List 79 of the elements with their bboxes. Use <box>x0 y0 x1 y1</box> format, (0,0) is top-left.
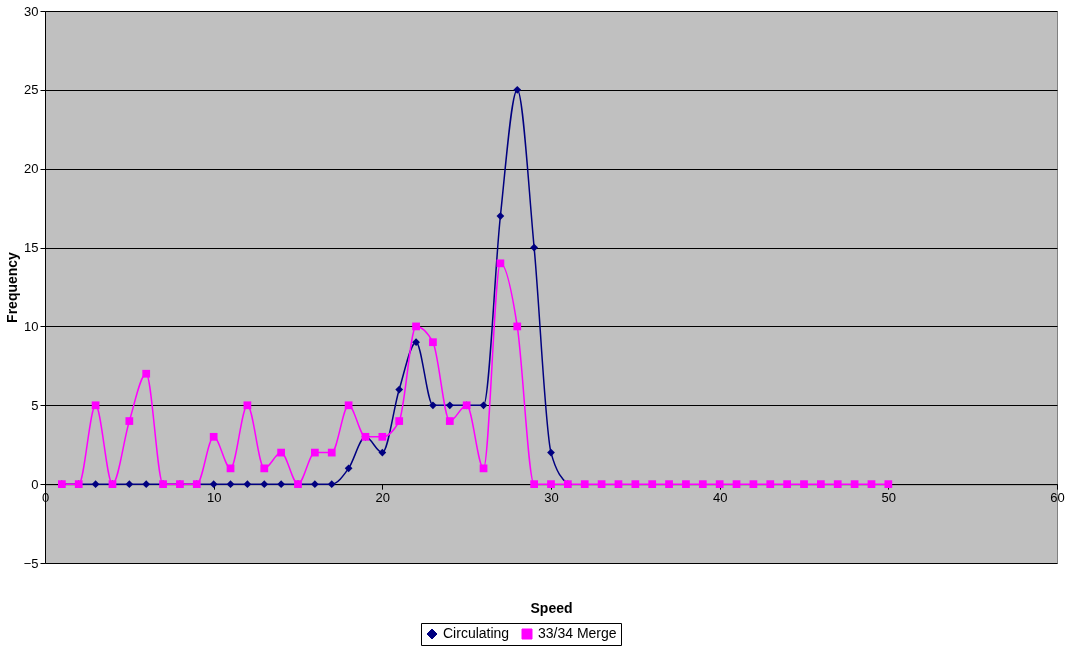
y-tick-label: 20 <box>24 161 39 177</box>
point <box>732 480 741 489</box>
point <box>580 480 589 489</box>
point <box>395 417 404 425</box>
point <box>547 480 555 489</box>
y-tick-label: −5 <box>23 555 39 571</box>
legend-label: 33/34 Merge <box>538 625 617 641</box>
point <box>209 432 218 441</box>
point <box>260 464 269 473</box>
point <box>445 417 454 425</box>
point <box>496 212 505 220</box>
point <box>125 480 134 489</box>
point <box>816 480 825 489</box>
point <box>833 480 842 489</box>
point <box>749 480 758 489</box>
point <box>327 448 336 457</box>
point <box>496 259 505 268</box>
point <box>91 480 100 489</box>
point <box>209 480 218 489</box>
y-tick-label: 30 <box>24 3 39 19</box>
point <box>378 448 387 457</box>
x-axis-title: Speed <box>530 599 573 616</box>
point <box>125 417 134 425</box>
point <box>698 480 707 489</box>
point <box>783 480 792 489</box>
point <box>91 401 100 410</box>
y-tick-label: 0 <box>31 476 39 492</box>
point <box>243 401 252 410</box>
x-tick-label: 40 <box>712 489 728 505</box>
point <box>850 480 859 489</box>
point <box>800 480 808 489</box>
point <box>142 480 151 489</box>
point <box>310 480 319 489</box>
y-axis-title: Frequency <box>3 251 20 323</box>
point <box>547 448 555 457</box>
point <box>597 480 606 489</box>
x-tick-label: 10 <box>206 489 222 505</box>
y-tick-label: 5 <box>31 397 39 413</box>
point <box>395 385 404 394</box>
point <box>530 243 539 252</box>
point <box>631 480 640 489</box>
point <box>412 322 420 331</box>
point <box>867 480 876 489</box>
y-tick-label: 15 <box>24 240 39 256</box>
y-tick-label: 25 <box>24 82 39 98</box>
point <box>412 338 420 347</box>
point <box>344 464 353 473</box>
y-tick-label: 10 <box>24 318 39 334</box>
point <box>614 480 623 489</box>
point <box>429 338 437 347</box>
point <box>479 464 488 473</box>
point <box>766 480 775 489</box>
x-tick-label: 20 <box>375 489 391 505</box>
point <box>715 480 724 489</box>
point <box>344 401 353 410</box>
point <box>648 480 657 489</box>
point <box>260 480 269 489</box>
point <box>665 480 673 489</box>
point <box>429 401 437 410</box>
point <box>142 369 151 378</box>
point <box>445 401 454 410</box>
point <box>513 85 522 94</box>
x-tick-label: 60 <box>1050 489 1065 505</box>
point <box>513 322 522 331</box>
point <box>277 448 286 457</box>
point <box>479 401 488 410</box>
point <box>226 464 235 473</box>
point <box>277 480 286 489</box>
legend-label: Circulating <box>443 625 510 641</box>
x-tick-label: 50 <box>881 489 897 505</box>
point <box>884 480 893 489</box>
point <box>243 480 252 489</box>
x-tick-label: 30 <box>544 489 559 505</box>
point <box>327 480 336 489</box>
point <box>226 480 235 489</box>
point <box>530 480 539 489</box>
point <box>310 448 319 457</box>
point <box>682 480 690 489</box>
point <box>378 432 387 441</box>
